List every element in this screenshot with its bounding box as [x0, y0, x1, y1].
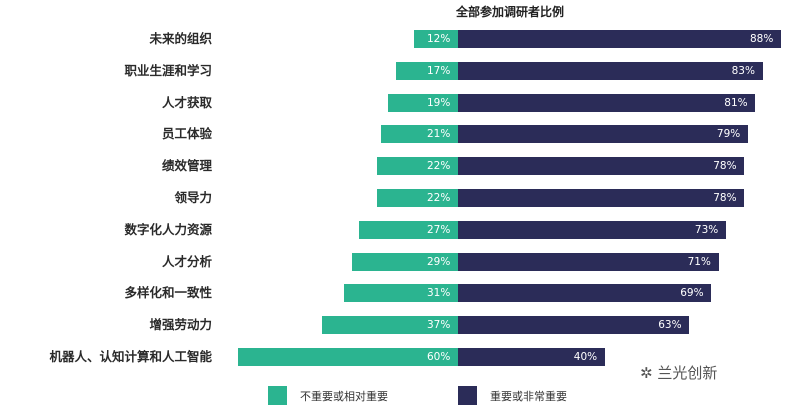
bar-important: [458, 252, 719, 271]
bar-unimportant: [351, 252, 458, 271]
data-label-unimportant: 21%: [427, 128, 451, 141]
bar-unimportant: [344, 284, 458, 303]
legend-label-unimportant: 不重要或相对重要: [300, 390, 388, 403]
bar-important: [458, 61, 763, 80]
bar-important: [458, 189, 745, 207]
data-label-important: 63%: [658, 319, 682, 332]
legend-swatch-important: [458, 386, 477, 405]
watermark-text: 兰光创新: [657, 364, 718, 382]
bar-important: [458, 93, 756, 112]
bar-important: [458, 157, 745, 176]
legend-swatch-unimportant: [268, 386, 287, 405]
category-label: 职业生涯和学习: [124, 62, 212, 78]
bar-unimportant: [395, 61, 458, 80]
category-label: 数字化人力资源: [124, 221, 212, 237]
data-label-unimportant: 12%: [427, 33, 451, 45]
data-label-unimportant: 31%: [427, 287, 451, 300]
data-label-important: 78%: [713, 160, 737, 173]
data-label-important: 71%: [687, 255, 711, 268]
data-label-important: 73%: [694, 223, 719, 236]
data-label-unimportant: 17%: [427, 64, 451, 77]
bar-important: [458, 284, 712, 303]
data-label-unimportant: 19%: [427, 96, 451, 109]
data-label-important: 81%: [724, 96, 748, 109]
category-label: 领导力: [174, 190, 212, 205]
data-label-unimportant: 27%: [427, 223, 451, 236]
data-label-unimportant: 22%: [427, 192, 451, 204]
bar-unimportant: [358, 220, 458, 239]
data-label-unimportant: 22%: [427, 160, 451, 173]
category-label: 机器人、认知计算和人工智能: [49, 349, 212, 364]
data-label-unimportant: 29%: [427, 255, 451, 268]
data-label-important: 78%: [713, 192, 737, 204]
wechat-icon: ✲: [640, 364, 653, 382]
chart-title: 全部参加调研者比例: [455, 5, 564, 19]
legend-label-important: 重要或非常重要: [490, 390, 567, 403]
data-label-important: 40%: [573, 351, 598, 363]
bar-unimportant: [388, 93, 458, 112]
category-label: 多样化和一致性: [124, 285, 212, 301]
data-label-important: 69%: [680, 287, 704, 300]
data-label-important: 88%: [749, 33, 774, 45]
bar-important: [458, 30, 781, 48]
bar-unimportant: [322, 316, 458, 335]
bar-unimportant: [377, 157, 458, 176]
bar-unimportant: [237, 348, 458, 366]
category-label: 人才获取: [161, 94, 212, 110]
data-label-unimportant: 60%: [427, 351, 451, 363]
bar-important: [458, 348, 605, 366]
category-label: 绩效管理: [161, 158, 212, 174]
bar-important: [458, 220, 726, 239]
category-label: 员工体验: [161, 126, 212, 142]
watermark: ✲ 兰光创新: [640, 362, 717, 383]
bar-unimportant: [380, 125, 458, 144]
bar-unimportant: [413, 30, 458, 48]
bar-unimportant: [377, 189, 458, 207]
data-label-important: 83%: [731, 64, 755, 77]
data-label-important: 79%: [716, 128, 741, 141]
data-label-unimportant: 37%: [427, 319, 451, 332]
bar-important: [458, 316, 690, 335]
category-label: 未来的组织: [149, 31, 212, 46]
category-label: 人才分析: [161, 253, 212, 269]
bar-important: [458, 125, 748, 144]
category-label: 增强劳动力: [149, 317, 212, 333]
